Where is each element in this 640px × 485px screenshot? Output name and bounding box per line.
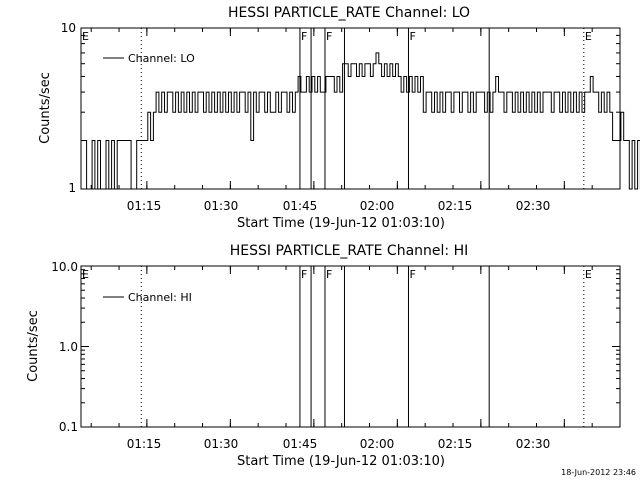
x-tick-label: 02:15 xyxy=(438,199,473,213)
y-tick-label: 10.0 xyxy=(51,260,78,274)
chart-title: HESSI PARTICLE_RATE Channel: HI xyxy=(230,243,468,259)
marker-label: F xyxy=(301,268,307,281)
y-tick-label: 1 xyxy=(68,181,76,195)
y-tick-label: 10 xyxy=(61,21,76,35)
y-tick-label: 1.0 xyxy=(59,340,78,354)
x-tick-label: 01:15 xyxy=(127,437,162,451)
y-axis-label: Counts/sec xyxy=(26,310,41,382)
y-axis-label: Counts/sec xyxy=(38,72,53,144)
legend-label: Channel: LO xyxy=(128,52,195,65)
x-tick-label: 01:15 xyxy=(127,199,162,213)
x-tick-label: 01:45 xyxy=(283,437,318,451)
x-tick-label: 02:00 xyxy=(360,199,395,213)
y-tick-label: 0.1 xyxy=(59,420,78,434)
marker-label: F xyxy=(409,268,415,281)
x-tick-label: 02:30 xyxy=(516,199,551,213)
legend-label: Channel: HI xyxy=(128,291,192,304)
timestamp-stamp: 18-Jun-2012 23:46 xyxy=(561,468,636,477)
x-tick-label: 01:45 xyxy=(283,199,318,213)
chart-title: HESSI PARTICLE_RATE Channel: LO xyxy=(228,5,470,21)
marker-label: E xyxy=(82,268,89,281)
x-tick-label: 02:30 xyxy=(516,437,551,451)
panel-lo: HESSI PARTICLE_RATE Channel: LO Start Ti… xyxy=(38,5,640,231)
x-tick-label: 02:15 xyxy=(438,437,473,451)
marker-label: F xyxy=(409,30,415,43)
marker-label: E xyxy=(585,30,592,43)
panel-hi: HESSI PARTICLE_RATE Channel: HI Start Ti… xyxy=(26,243,621,469)
x-tick-label: 01:30 xyxy=(204,199,239,213)
x-tick-label: 01:30 xyxy=(204,437,239,451)
marker-label: E xyxy=(82,30,89,43)
marker-label: F xyxy=(301,30,307,43)
x-axis-label: Start Time (19-Jun-12 01:03:10) xyxy=(237,454,445,469)
x-axis-label: Start Time (19-Jun-12 01:03:10) xyxy=(237,216,445,231)
marker-label: F xyxy=(326,30,332,43)
marker-label: E xyxy=(585,268,592,281)
marker-label: F xyxy=(326,268,332,281)
x-tick-label: 02:00 xyxy=(360,437,395,451)
series-line xyxy=(81,52,640,190)
